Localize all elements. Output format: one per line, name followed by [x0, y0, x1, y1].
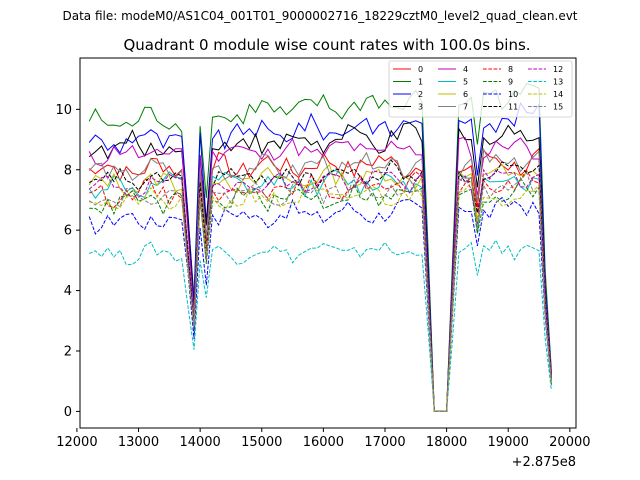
legend-box — [388, 60, 573, 118]
x-axis: 12000 13000 14000 15000 16000 17000 18000 19000… — [56, 428, 591, 450]
axes-frame — [79, 57, 577, 429]
x-tick-label: 17000 — [364, 435, 405, 450]
series-line-3 — [88, 122, 552, 412]
y-tick-label: 2 — [64, 344, 72, 359]
x-tick-label: 18000 — [426, 435, 467, 450]
series-line-10 — [88, 196, 552, 412]
y-tick-label: 10 — [55, 103, 72, 118]
legend-label-8: 8 — [508, 65, 513, 74]
x-tick-label: 13000 — [118, 435, 159, 450]
plot-lines — [88, 82, 552, 412]
y-axis: 0 2 4 6 8 10 — [55, 103, 80, 420]
figure-suptitle: Data file: modeM0/AS1C04_001T01_90000027… — [62, 9, 577, 23]
legend-label-14: 14 — [553, 90, 563, 99]
series-line-9 — [89, 176, 552, 412]
legend-label-10: 10 — [508, 90, 518, 99]
legend-label-3: 3 — [418, 103, 423, 112]
series-line-4 — [88, 136, 552, 412]
legend-label-0: 0 — [418, 65, 423, 74]
series-line-13 — [89, 239, 552, 412]
y-tick-label: 0 — [64, 405, 72, 420]
series-line-1 — [88, 82, 552, 412]
series-line-8 — [89, 169, 552, 412]
legend-label-7: 7 — [463, 103, 468, 112]
x-tick-label: 16000 — [303, 435, 344, 450]
legend-label-2: 2 — [418, 90, 423, 99]
series-line-5 — [88, 169, 552, 412]
legend-label-6: 6 — [463, 90, 468, 99]
x-tick-label: 19000 — [488, 435, 529, 450]
series-line-2 — [88, 101, 552, 412]
legend-label-13: 13 — [553, 78, 563, 87]
x-tick-label: 15000 — [241, 435, 282, 450]
y-tick-label: 6 — [64, 224, 72, 239]
chart-title: Quadrant 0 module wise count rates with … — [123, 36, 530, 54]
legend-label-11: 11 — [508, 103, 518, 112]
y-tick-label: 8 — [64, 163, 72, 178]
legend-label-9: 9 — [508, 78, 513, 87]
x-tick-label: 12000 — [56, 435, 97, 450]
series-line-11 — [88, 159, 552, 412]
legend-label-4: 4 — [463, 65, 468, 74]
series-line-6 — [88, 163, 552, 412]
series-line-7 — [88, 147, 552, 412]
x-tick-label: 14000 — [179, 435, 220, 450]
y-tick-label: 4 — [64, 284, 72, 299]
legend-label-1: 1 — [418, 78, 423, 87]
legend-label-15: 15 — [553, 103, 563, 112]
legend-label-12: 12 — [553, 65, 563, 74]
x-offset-label: +2.875e8 — [512, 455, 576, 470]
x-tick-label: 20000 — [549, 435, 590, 450]
series-line-12 — [88, 168, 552, 412]
series-line-15 — [88, 171, 552, 412]
legend-label-5: 5 — [463, 78, 468, 87]
